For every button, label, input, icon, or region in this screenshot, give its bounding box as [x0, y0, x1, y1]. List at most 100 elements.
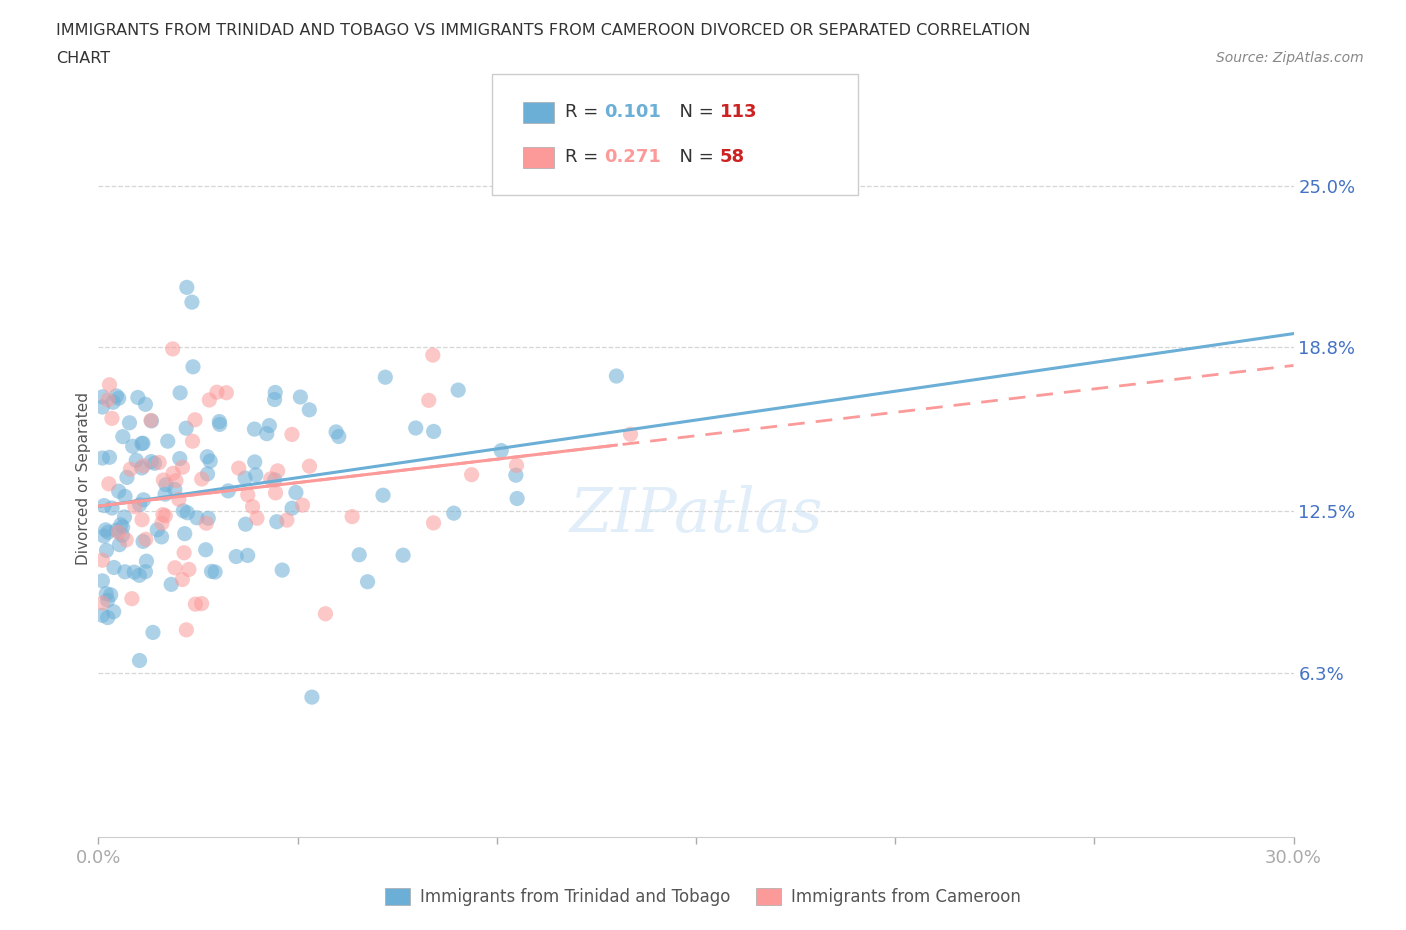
Text: Source: ZipAtlas.com: Source: ZipAtlas.com — [1216, 51, 1364, 65]
Point — [150, 529, 173, 544]
Point — [184, 412, 207, 427]
Text: R =: R = — [565, 149, 605, 166]
Point — [115, 470, 138, 485]
Point — [271, 563, 294, 578]
Point — [97, 476, 120, 491]
Point — [152, 507, 174, 522]
Point — [97, 610, 120, 625]
Point — [103, 604, 125, 619]
Point — [215, 385, 238, 400]
Point — [266, 514, 288, 529]
Point — [291, 498, 314, 512]
Point — [131, 512, 153, 527]
Legend: Immigrants from Trinidad and Tobago, Immigrants from Cameroon: Immigrants from Trinidad and Tobago, Imm… — [378, 881, 1028, 912]
Point — [173, 545, 195, 560]
Point — [155, 477, 177, 492]
Point — [91, 390, 114, 405]
Point — [236, 487, 259, 502]
Point — [281, 427, 304, 442]
Point — [174, 420, 197, 435]
Point — [340, 510, 363, 525]
Point — [160, 577, 183, 591]
Point — [105, 389, 128, 404]
Point — [93, 498, 115, 513]
Point — [132, 436, 155, 451]
Point — [284, 485, 307, 500]
Point — [91, 608, 114, 623]
Point — [245, 468, 267, 483]
Point — [190, 472, 212, 486]
Point — [91, 451, 114, 466]
Point — [325, 424, 347, 439]
Point — [298, 403, 321, 418]
Point — [111, 520, 134, 535]
Point — [127, 390, 149, 405]
Point — [100, 588, 122, 603]
Point — [114, 510, 136, 525]
Point — [172, 572, 194, 587]
Point — [121, 439, 143, 454]
Text: R =: R = — [565, 103, 605, 121]
Text: IMMIGRANTS FROM TRINIDAD AND TOBAGO VS IMMIGRANTS FROM CAMEROON DIVORCED OR SEPA: IMMIGRANTS FROM TRINIDAD AND TOBAGO VS I… — [56, 23, 1031, 38]
Point — [281, 500, 304, 515]
Point — [131, 436, 153, 451]
Text: 58: 58 — [720, 149, 745, 166]
Point — [107, 484, 129, 498]
Point — [105, 523, 128, 538]
Point — [107, 391, 129, 405]
Point — [605, 368, 627, 383]
Point — [101, 500, 124, 515]
Y-axis label: Divorced or Separated: Divorced or Separated — [76, 392, 91, 565]
Point — [176, 622, 198, 637]
Point — [135, 532, 157, 547]
Point — [107, 525, 129, 539]
Point — [128, 498, 150, 512]
Point — [225, 549, 247, 564]
Point — [103, 560, 125, 575]
Point — [506, 491, 529, 506]
Point — [128, 653, 150, 668]
Point — [208, 417, 231, 432]
Point — [146, 523, 169, 538]
Point — [347, 548, 370, 563]
Point — [505, 468, 527, 483]
Point — [142, 625, 165, 640]
Point — [153, 486, 176, 501]
Point — [298, 458, 321, 473]
Point — [163, 482, 186, 497]
Point — [96, 543, 118, 558]
Point — [97, 592, 120, 607]
Point — [172, 503, 194, 518]
Point — [177, 562, 200, 577]
Point — [162, 341, 184, 356]
Text: 0.101: 0.101 — [605, 103, 661, 121]
Point — [120, 462, 142, 477]
Point — [135, 553, 157, 568]
Point — [141, 454, 163, 469]
Point — [266, 463, 288, 478]
Point — [186, 511, 208, 525]
Point — [195, 449, 218, 464]
Point — [150, 516, 173, 531]
Point — [172, 459, 194, 474]
Point — [233, 471, 256, 485]
Point — [491, 443, 513, 458]
Point — [181, 295, 204, 310]
Point — [94, 523, 117, 538]
Text: ZIPatlas: ZIPatlas — [569, 485, 823, 545]
Point — [197, 511, 219, 525]
Point — [167, 492, 190, 507]
Point — [235, 517, 257, 532]
Point — [190, 596, 212, 611]
Point — [356, 575, 378, 590]
Point — [111, 528, 134, 543]
Point — [91, 400, 114, 415]
Point — [169, 385, 191, 400]
Point — [98, 450, 121, 465]
Point — [243, 455, 266, 470]
Point — [460, 467, 482, 482]
Point — [246, 511, 269, 525]
Point — [619, 427, 641, 442]
Point — [110, 517, 132, 532]
Point — [131, 460, 153, 475]
